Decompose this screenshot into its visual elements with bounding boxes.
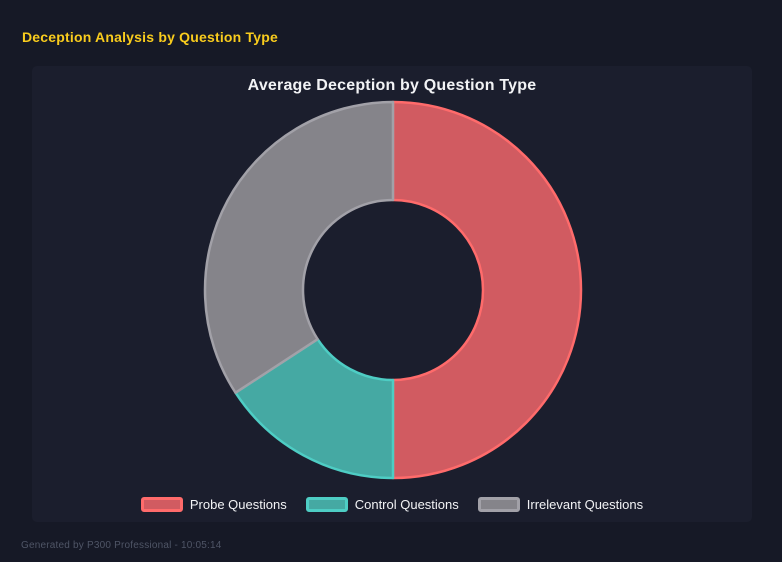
donut-segment-1[interactable] [234,337,395,480]
legend-swatch-control [305,497,348,512]
legend-item-irrelevant[interactable]: Irrelevant Questions [477,497,644,512]
chart-title: Average Deception by Question Type [247,77,537,94]
legend-label-probe: Probe Questions [189,497,287,512]
donut-segment-2[interactable] [203,100,395,394]
legend-swatch-irrelevant [477,497,520,512]
donut-chart[interactable] [197,94,589,486]
footer-note: Generated by P300 Professional - 10:05:1… [21,540,222,551]
legend-label-irrelevant: Irrelevant Questions [526,497,644,512]
chart-legend: Probe Questions Control Questions Irrele… [32,497,752,512]
donut-segment-0[interactable] [391,100,583,480]
legend-swatch-probe [140,497,183,512]
legend-item-probe[interactable]: Probe Questions [140,497,287,512]
donut-chart-container [197,94,589,486]
legend-label-control: Control Questions [354,497,459,512]
legend-item-control[interactable]: Control Questions [305,497,459,512]
page-title: Deception Analysis by Question Type [22,29,278,45]
chart-panel: Average Deception by Question Type Probe… [32,66,752,522]
